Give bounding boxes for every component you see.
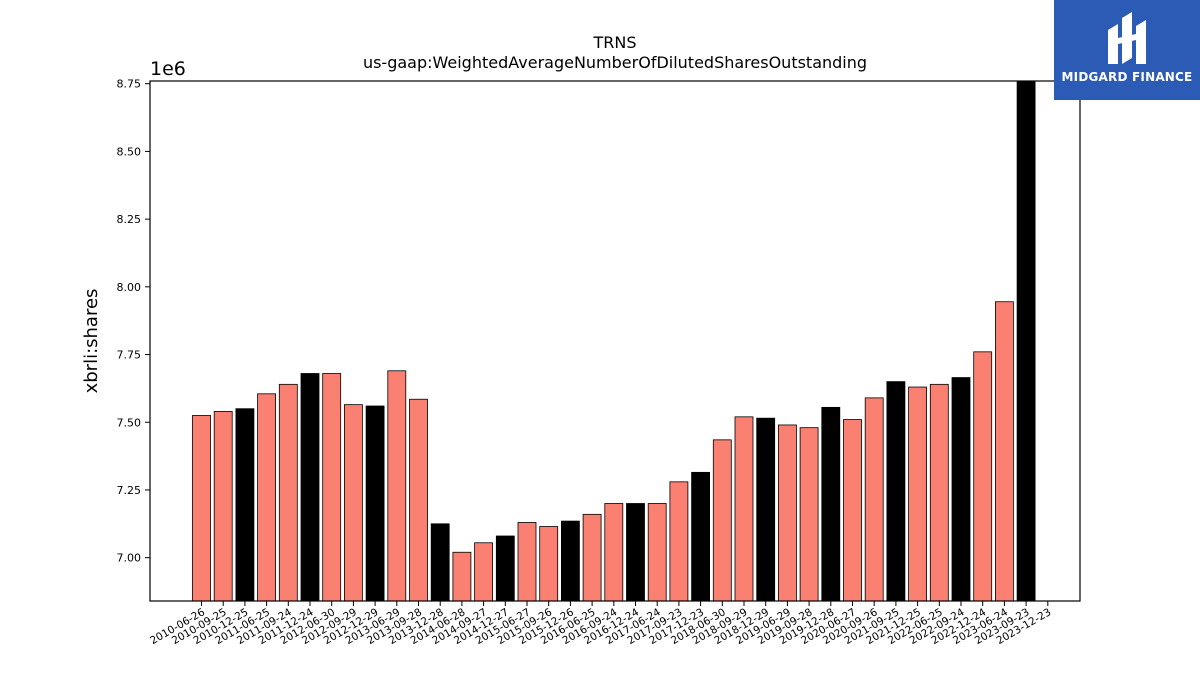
bar-2022-09-24 bbox=[951, 377, 971, 602]
chart-subtitle: us-gaap:WeightedAverageNumberOfDilutedSh… bbox=[363, 53, 867, 72]
chart-title: TRNS bbox=[592, 33, 636, 52]
bar-2012-09-29 bbox=[343, 404, 363, 602]
bar-2013-06-29 bbox=[387, 370, 407, 602]
y-tick-label: 7.25 bbox=[117, 484, 142, 497]
bar-2021-09-25 bbox=[886, 381, 906, 602]
y-axis-multiplier: 1e6 bbox=[150, 58, 186, 80]
bar-2014-09-27 bbox=[474, 542, 494, 602]
y-axis-label: xbrli:shares bbox=[81, 289, 102, 394]
bar-2017-09-23 bbox=[669, 481, 689, 602]
bar-2020-09-26 bbox=[864, 397, 884, 602]
bar-2015-12-26 bbox=[561, 520, 580, 602]
bar-2010-12-25 bbox=[235, 408, 255, 602]
brand-name: MIDGARD FINANCE bbox=[1061, 70, 1193, 84]
bar-2014-06-28 bbox=[452, 551, 472, 602]
bar-2016-09-24 bbox=[604, 503, 624, 602]
bar-2010-09-25 bbox=[213, 411, 233, 602]
bar-2019-09-28 bbox=[799, 427, 819, 602]
bar-2012-06-30 bbox=[322, 373, 342, 602]
y-tick-label: 7.50 bbox=[117, 416, 142, 429]
bar-2012-12-29 bbox=[365, 405, 385, 602]
bar-2022-06-25 bbox=[929, 383, 949, 602]
plot-frame bbox=[149, 80, 1081, 602]
y-tick-label: 8.25 bbox=[117, 213, 142, 226]
bar-2016-12-24 bbox=[626, 503, 645, 602]
bar-2018-06-30 bbox=[712, 439, 732, 602]
bar-2018-09-29 bbox=[734, 416, 754, 602]
bar-2011-09-24 bbox=[278, 383, 298, 602]
bar-2023-06-24 bbox=[995, 301, 1014, 602]
bar-2015-06-27 bbox=[517, 522, 537, 602]
bar-2011-06-25 bbox=[257, 393, 277, 602]
y-tick-label: 8.50 bbox=[117, 145, 142, 158]
bar-2022-12-24 bbox=[973, 351, 993, 602]
bar-2014-12-27 bbox=[495, 535, 515, 602]
bar-2016-06-25 bbox=[582, 513, 602, 602]
y-tick-label: 7.00 bbox=[117, 552, 142, 565]
bar-2018-12-29 bbox=[756, 417, 776, 602]
bar-2020-06-27 bbox=[843, 419, 862, 602]
bar-2015-09-26 bbox=[539, 526, 559, 602]
y-tick-label: 8.00 bbox=[117, 281, 142, 294]
bar-2010-06-26 bbox=[192, 415, 211, 602]
bar-2013-09-28 bbox=[409, 398, 428, 602]
y-tick-label: 7.75 bbox=[117, 349, 142, 362]
brand-logo: MIDGARD FINANCE bbox=[1054, 0, 1200, 100]
bar-2013-12-28 bbox=[430, 523, 450, 602]
bar-2023-09-23 bbox=[1016, 80, 1036, 602]
brand-logo-mark-icon bbox=[1108, 12, 1146, 64]
bar-2019-06-29 bbox=[778, 424, 797, 602]
x-axis-ticks: 2010-06-262010-09-252010-12-252011-06-25… bbox=[148, 601, 1053, 647]
bar-2017-12-23 bbox=[691, 471, 710, 602]
y-tick-label: 8.75 bbox=[117, 78, 142, 91]
bar-2021-12-25 bbox=[908, 386, 927, 602]
y-axis-ticks: 7.00 7.25 7.50 7.75 8.00 8.25 8.50 8.75 bbox=[117, 78, 150, 565]
bars-group bbox=[192, 80, 1036, 602]
bar-2017-06-24 bbox=[647, 503, 667, 602]
bar-2019-12-28 bbox=[821, 406, 841, 602]
bar-2011-12-24 bbox=[300, 373, 320, 602]
